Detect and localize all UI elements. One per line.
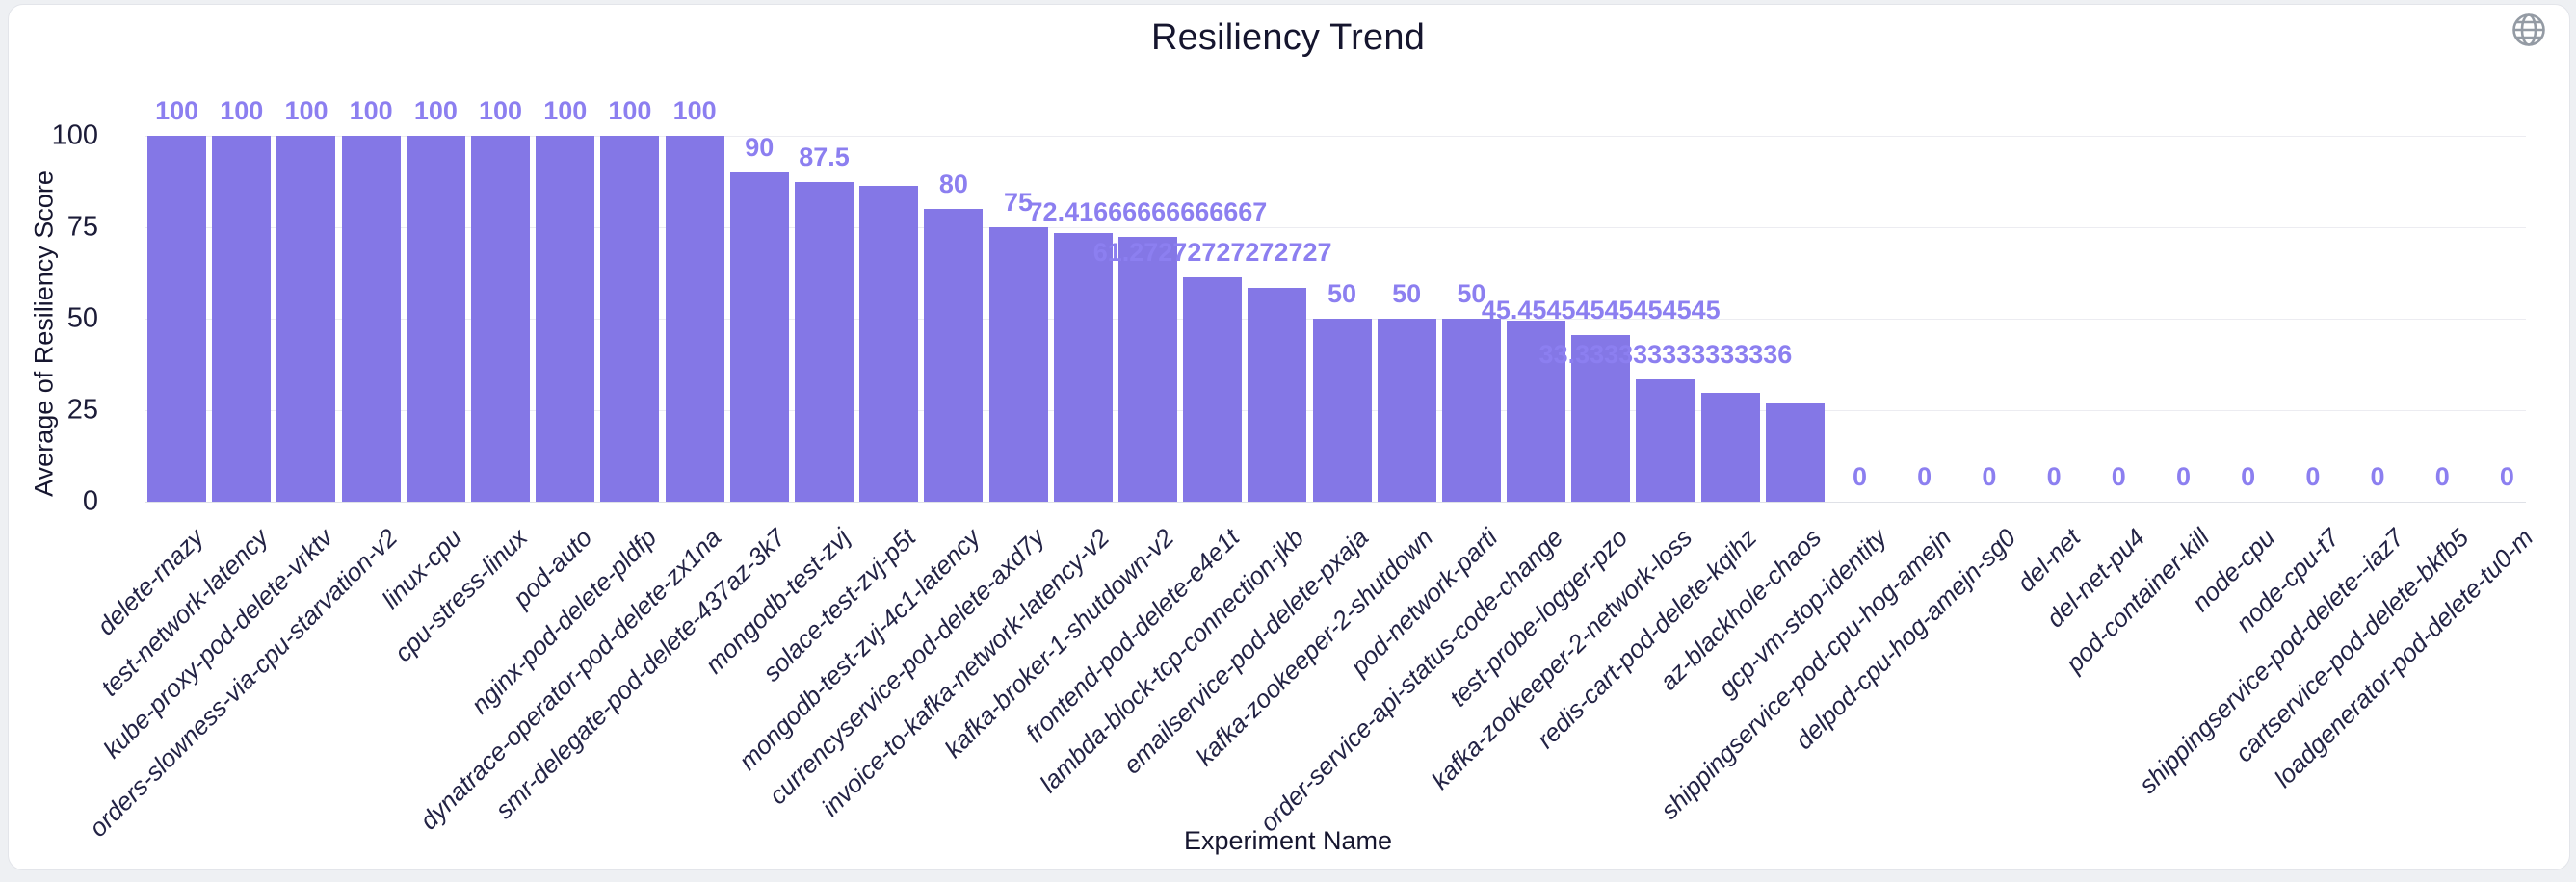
bar-kafka-zookeeper-2-shutdown[interactable] <box>1377 319 1436 502</box>
bar-mongodb-test-zvj-4c1-latency[interactable] <box>924 209 984 502</box>
bar-value-label: 50 <box>1327 279 1357 308</box>
bar-value-label: 90 <box>745 133 775 162</box>
bar-value-label: 50 <box>1457 279 1486 308</box>
bar-value-label: 100 <box>543 96 588 125</box>
bar-value-label: 100 <box>284 96 329 125</box>
y-tick-25: 25 <box>66 394 98 426</box>
bar-value-label: 50 <box>1392 279 1422 308</box>
bar-delete-rnazy[interactable] <box>147 136 207 502</box>
bar-value-label: 0 <box>1917 462 1932 491</box>
bar-value-label: 0 <box>2434 462 2450 491</box>
bar-kafka-broker-1-shutdown-v2[interactable] <box>1117 236 1177 502</box>
plot-area: 100 75 50 25 0 100 delete-rnazy 100 test-network… <box>52 96 2539 843</box>
bar-kube-proxy-pod-delete-vrktv[interactable] <box>276 136 336 502</box>
bar-pod-network-parti[interactable] <box>1441 319 1501 502</box>
chart-title: Resiliency Trend <box>1150 17 1426 58</box>
bar-orders-slowness-via-cpu-starvation-v2[interactable] <box>341 136 401 502</box>
globe-icon[interactable] <box>2509 10 2549 50</box>
bar-value-label: 0 <box>1852 462 1868 491</box>
bar-value-label: 61.27272727272727 <box>1092 238 1332 268</box>
bar-mongodb-test-zvj[interactable] <box>794 181 854 502</box>
bar-value-label: 100 <box>155 96 199 125</box>
bar-frontend-pod-delete-e4e1t[interactable] <box>1183 277 1243 502</box>
y-tick-0: 0 <box>82 485 98 517</box>
gridline-75 <box>145 227 2526 228</box>
bar-value-label: 87.5 <box>799 142 850 171</box>
bar-az-blackhole-chaos[interactable] <box>1765 403 1825 502</box>
bar-redis-cart-pod-delete-kqihz[interactable] <box>1700 393 1760 502</box>
bar-order-service-api-status-code-change[interactable] <box>1507 321 1566 502</box>
bar-value-label: 100 <box>672 96 717 125</box>
bar-value-label: 100 <box>608 96 652 125</box>
bar-dynatrace-operator-pod-delete-zx1na[interactable] <box>665 136 724 502</box>
gridline-0 <box>145 502 2526 503</box>
bar-value-label: 75 <box>1004 188 1034 217</box>
bar-cpu-stress-linux[interactable] <box>471 136 531 502</box>
bar-emailservice-pod-delete-pxaja[interactable] <box>1312 319 1372 502</box>
bar-value-label: 0 <box>1982 462 1997 491</box>
bar-value-label: 0 <box>2370 462 2385 491</box>
bar-value-label: 0 <box>2111 462 2126 491</box>
y-tick-100: 100 <box>51 119 98 151</box>
bar-value-label: 100 <box>220 96 264 125</box>
bar-value-label: 0 <box>2499 462 2514 491</box>
bar-value-label: 80 <box>938 169 968 198</box>
bar-value-label: 100 <box>349 96 393 125</box>
bar-nginx-pod-delete-pldfp[interactable] <box>600 136 660 502</box>
bar-value-label: 0 <box>2046 462 2062 491</box>
bar-linux-cpu[interactable] <box>406 136 465 502</box>
bar-solace-test-zvj-p5t[interactable] <box>859 185 919 502</box>
bar-value-label: 100 <box>413 96 458 125</box>
bar-smr-delegate-pod-delete-437az-3k7[interactable] <box>729 172 789 502</box>
bar-value-label: 100 <box>479 96 523 125</box>
x-axis-title: Experiment Name <box>1183 826 1393 855</box>
bar-currencyservice-pod-delete-axd7y[interactable] <box>988 227 1048 502</box>
bar-value-label: 33.333333333333336 <box>1538 340 1793 370</box>
bar-invoice-to-kafka-network-latency-v2[interactable] <box>1053 233 1113 502</box>
bar-test-probe-logger-pzo[interactable] <box>1571 335 1631 502</box>
bar-kafka-zookeeper-2-network-loss[interactable] <box>1636 379 1695 502</box>
bar-value-label: 0 <box>2241 462 2256 491</box>
bar-value-label: 0 <box>2175 462 2191 491</box>
bar-pod-auto[interactable] <box>536 136 595 502</box>
bar-value-label: 0 <box>2305 462 2321 491</box>
y-tick-50: 50 <box>66 302 98 334</box>
gridline-100 <box>145 136 2526 137</box>
bar-value-label: 45.45454545454545 <box>1481 296 1721 325</box>
bar-lambda-block-tcp-connection-jkb[interactable] <box>1248 288 1307 502</box>
bar-value-label: 72.41666666666667 <box>1028 196 1268 226</box>
bar-test-network-latency[interactable] <box>212 136 272 502</box>
y-tick-75: 75 <box>66 211 98 243</box>
